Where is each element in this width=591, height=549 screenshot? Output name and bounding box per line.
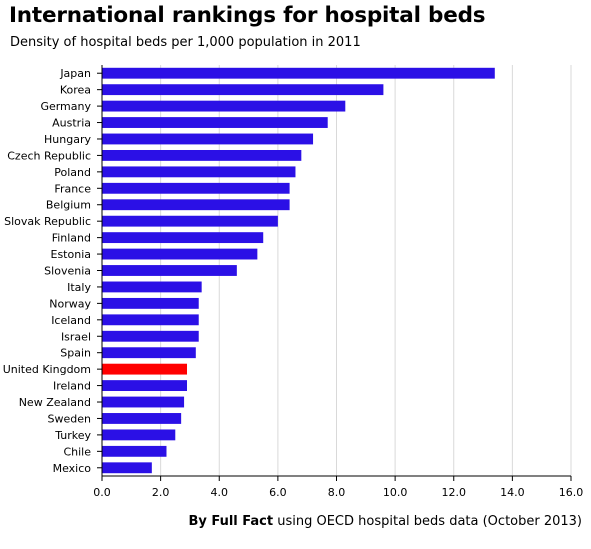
bar-japan xyxy=(102,67,495,79)
category-label: Chile xyxy=(63,445,91,458)
category-label: Japan xyxy=(59,67,91,80)
category-label: Korea xyxy=(60,84,91,97)
x-tick-label: 8.0 xyxy=(328,486,346,499)
bar-norway xyxy=(102,297,199,309)
bar-czech-republic xyxy=(102,149,302,161)
category-label: Slovak Republic xyxy=(4,215,91,228)
x-tick-label: 2.0 xyxy=(152,486,170,499)
category-label: Germany xyxy=(40,100,91,113)
x-tick-label: 4.0 xyxy=(211,486,229,499)
bar-spain xyxy=(102,347,196,359)
bar-ireland xyxy=(102,380,188,392)
category-label: Poland xyxy=(54,166,91,179)
bar-france xyxy=(102,182,290,194)
category-label: Israel xyxy=(61,330,91,343)
bar-poland xyxy=(102,166,296,178)
source-credit-text: using OECD hospital beds data (October 2… xyxy=(273,514,582,529)
category-label: Hungary xyxy=(44,133,91,146)
x-tick-label: 16.0 xyxy=(559,486,584,499)
bar-italy xyxy=(102,281,202,293)
category-label: Belgium xyxy=(46,199,91,212)
source-credit-author: By Full Fact xyxy=(188,514,274,529)
bar-slovenia xyxy=(102,265,237,276)
category-label: Iceland xyxy=(51,314,91,327)
x-tick-label: 6.0 xyxy=(269,486,287,499)
category-label: United Kingdom xyxy=(3,363,91,376)
x-tick-label: 10.0 xyxy=(383,486,408,499)
bar-finland xyxy=(102,232,264,244)
bar-chile xyxy=(102,445,167,457)
bar-austria xyxy=(102,117,328,128)
bar-israel xyxy=(102,330,199,342)
x-tick-label: 14.0 xyxy=(500,486,525,499)
bar-turkey xyxy=(102,429,176,441)
bar-estonia xyxy=(102,248,258,260)
category-label: Ireland xyxy=(53,380,91,393)
bar-korea xyxy=(102,84,384,96)
chart-subtitle: Density of hospital beds per 1,000 popul… xyxy=(10,35,361,50)
category-label: France xyxy=(54,182,91,195)
category-label: New Zealand xyxy=(19,396,91,409)
category-label: Italy xyxy=(67,281,91,294)
category-label: Mexico xyxy=(53,462,92,475)
x-tick-label: 12.0 xyxy=(442,486,467,499)
bar-slovak-republic xyxy=(102,215,278,227)
category-label: Slovenia xyxy=(44,265,91,278)
category-label: Estonia xyxy=(51,248,92,261)
category-label: Finland xyxy=(52,232,91,245)
bar-new-zealand xyxy=(102,396,185,408)
bar-mexico xyxy=(102,462,152,474)
bar-germany xyxy=(102,100,346,112)
category-label: Austria xyxy=(52,117,91,130)
category-label: Turkey xyxy=(54,429,91,442)
bar-iceland xyxy=(102,314,199,326)
bar-sweden xyxy=(102,413,182,424)
category-label: Norway xyxy=(49,297,91,310)
bar-united-kingdom xyxy=(102,363,188,375)
category-label: Spain xyxy=(60,347,91,360)
category-label: Sweden xyxy=(48,412,91,425)
category-label: Czech Republic xyxy=(7,149,91,162)
bar-belgium xyxy=(102,199,290,211)
bar-hungary xyxy=(102,133,314,145)
chart-title: International rankings for hospital beds xyxy=(9,3,486,28)
x-tick-label: 0.0 xyxy=(93,486,111,499)
source-credit: By Full Fact using OECD hospital beds da… xyxy=(188,514,582,529)
